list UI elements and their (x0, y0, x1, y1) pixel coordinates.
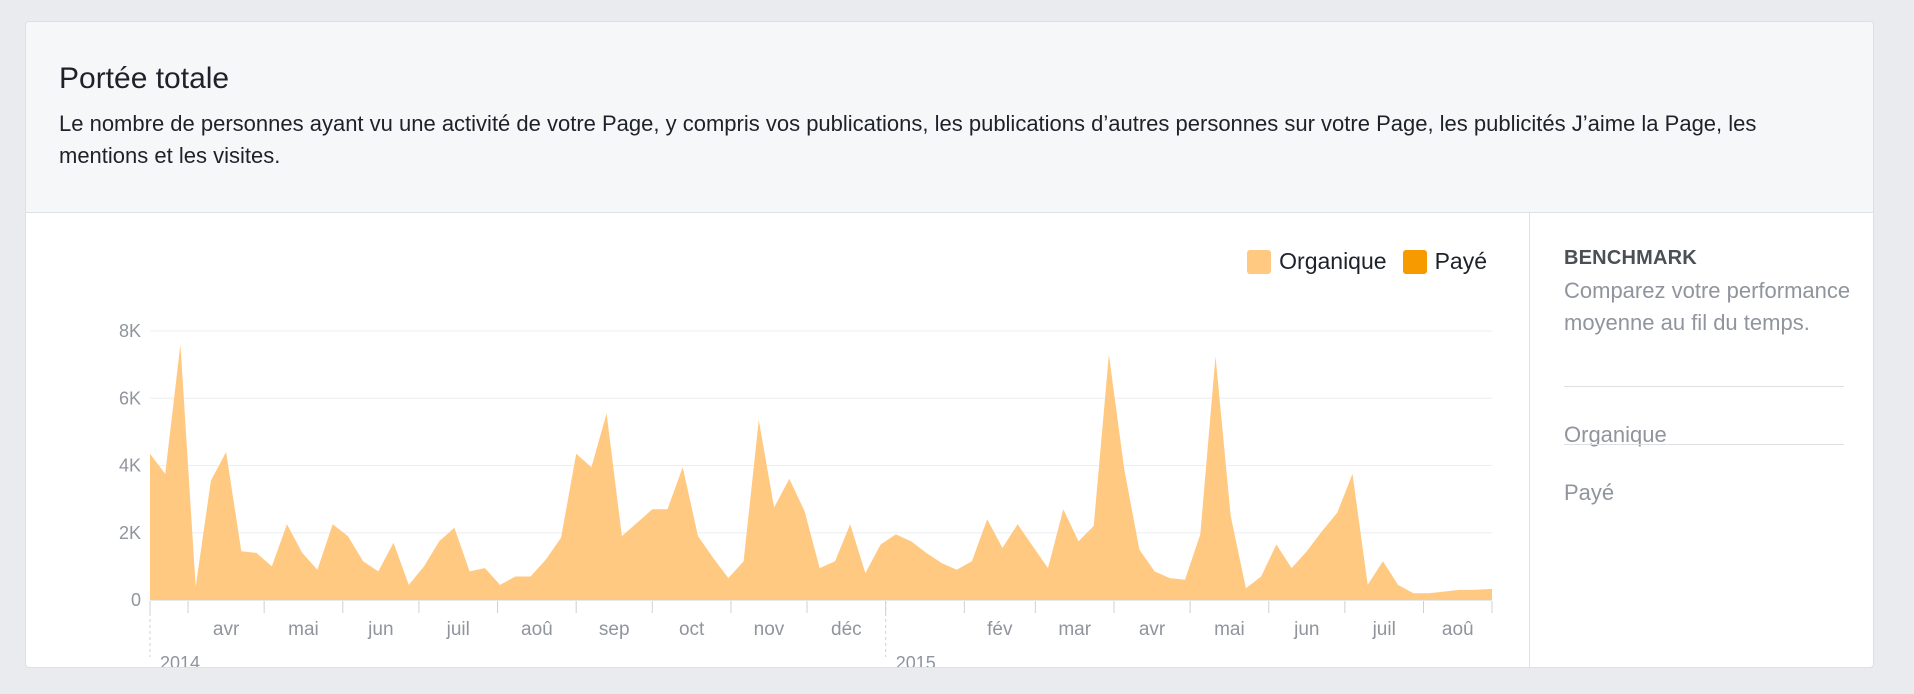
x-month-label: déc (831, 619, 862, 640)
x-month-label: mar (1058, 619, 1091, 640)
benchmark-option-organique[interactable]: Organique (1564, 422, 1667, 447)
x-month-label: aoû (1442, 619, 1474, 640)
card-description: Le nombre de personnes ayant vu une acti… (59, 111, 1757, 168)
chart-legend: Organique Payé (1231, 248, 1487, 275)
year-label: 2015 (896, 653, 936, 668)
y-tick-label: 6K (119, 388, 141, 408)
legend-label-paye: Payé (1434, 248, 1487, 274)
divider (1564, 386, 1844, 387)
benchmark-option-paye[interactable]: Payé (1564, 480, 1615, 505)
x-month-label: nov (754, 619, 785, 640)
area-series-0 (150, 344, 1492, 600)
divider (1564, 444, 1844, 445)
x-month-label: sep (599, 619, 630, 640)
card-header: Portée totale Le nombre de personnes aya… (26, 22, 1873, 213)
y-tick-label: 0 (131, 590, 141, 610)
benchmark-title: BENCHMARK (1564, 247, 1697, 269)
x-month-label: oct (679, 619, 705, 640)
x-month-label: fév (987, 619, 1013, 640)
legend-swatch-paye (1402, 249, 1427, 274)
year-label: 2014 (160, 653, 200, 668)
y-tick-label: 4K (119, 456, 141, 476)
card-title: Portée totale (59, 62, 230, 95)
x-month-label: mai (1214, 619, 1245, 640)
x-month-label: jun (367, 619, 393, 640)
reach-chart: 0 2K 4K 6K 8K avr mai jun juil aoû sep oct nov déc fév… (119, 321, 1493, 668)
x-month-label: juil (1372, 619, 1396, 640)
benchmark-sidebar: BENCHMARK Comparez votre performance moy… (1529, 213, 1873, 667)
x-month-label: juil (446, 619, 470, 640)
y-tick-label: 8K (119, 321, 141, 341)
x-month-label: avr (213, 619, 240, 640)
x-month-label: avr (1139, 619, 1166, 640)
x-month-label: mai (288, 619, 319, 640)
x-month-label: aoû (521, 619, 553, 640)
reach-card: Portée totale Le nombre de personnes aya… (25, 21, 1874, 668)
benchmark-description: Comparez votre performance moyenne au fi… (1564, 278, 1851, 335)
legend-swatch-organique (1247, 249, 1272, 274)
legend-item-paye[interactable]: Payé (1402, 248, 1487, 275)
legend-item-organique[interactable]: Organique (1247, 248, 1387, 275)
legend-label-organique: Organique (1279, 248, 1387, 274)
x-month-label: jun (1293, 619, 1319, 640)
y-tick-label: 2K (119, 523, 141, 543)
chart-area: Organique Payé 0 2K 4K 6K 8K avr mai jun juil aoû… (26, 213, 1529, 668)
